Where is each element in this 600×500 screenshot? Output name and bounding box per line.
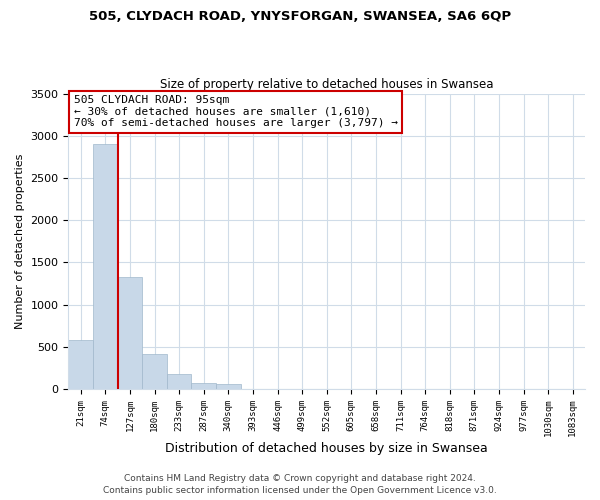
- Title: Size of property relative to detached houses in Swansea: Size of property relative to detached ho…: [160, 78, 493, 91]
- X-axis label: Distribution of detached houses by size in Swansea: Distribution of detached houses by size …: [166, 442, 488, 455]
- Text: Contains HM Land Registry data © Crown copyright and database right 2024.
Contai: Contains HM Land Registry data © Crown c…: [103, 474, 497, 495]
- Bar: [93, 144, 118, 389]
- Text: 505, CLYDACH ROAD, YNYSFORGAN, SWANSEA, SA6 6QP: 505, CLYDACH ROAD, YNYSFORGAN, SWANSEA, …: [89, 10, 511, 23]
- Bar: [191, 383, 216, 389]
- Y-axis label: Number of detached properties: Number of detached properties: [15, 154, 25, 329]
- Bar: [216, 384, 241, 389]
- Bar: [167, 374, 191, 389]
- Text: 505 CLYDACH ROAD: 95sqm
← 30% of detached houses are smaller (1,610)
70% of semi: 505 CLYDACH ROAD: 95sqm ← 30% of detache…: [74, 95, 398, 128]
- Bar: [118, 277, 142, 389]
- Bar: [68, 340, 93, 389]
- Bar: [142, 354, 167, 389]
